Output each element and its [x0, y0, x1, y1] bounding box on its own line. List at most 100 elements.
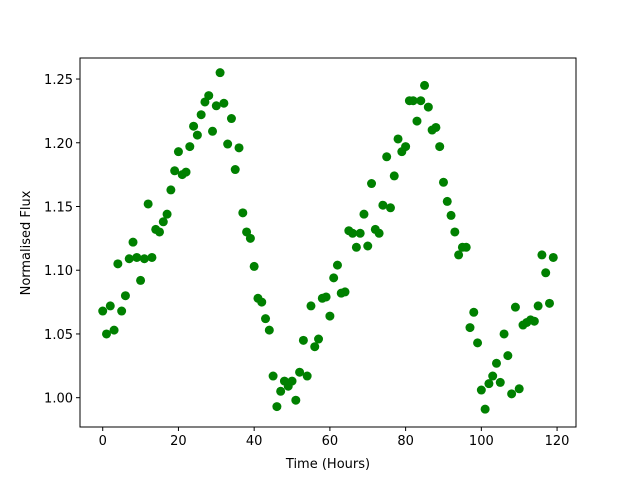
data-point [533, 301, 543, 311]
data-point [132, 252, 142, 262]
data-point [192, 130, 202, 140]
data-point [234, 143, 244, 153]
y-tick-label: 1.20 [44, 137, 73, 152]
data-point [211, 101, 221, 111]
data-point [302, 371, 312, 381]
data-point [329, 273, 339, 283]
data-point [113, 259, 123, 269]
y-tick-label: 1.00 [44, 392, 73, 407]
data-point [287, 376, 297, 386]
data-point [514, 384, 524, 394]
data-point [306, 301, 316, 311]
data-point [499, 329, 509, 339]
data-point [537, 250, 547, 260]
data-point [351, 242, 361, 252]
data-point [208, 126, 218, 136]
data-point [272, 402, 282, 412]
data-point [325, 311, 335, 321]
data-point [367, 179, 377, 189]
data-point [332, 260, 342, 270]
data-point [541, 268, 551, 278]
data-point [393, 134, 403, 144]
data-point [363, 241, 373, 251]
data-point [249, 261, 259, 271]
data-point [438, 177, 448, 187]
plot-frame [79, 57, 577, 428]
data-point [465, 323, 475, 333]
data-point [348, 228, 358, 238]
data-point [215, 68, 225, 78]
data-point [226, 114, 236, 124]
data-point [139, 254, 149, 264]
data-point [401, 142, 411, 152]
data-point [450, 227, 460, 237]
data-point [147, 252, 157, 262]
data-point [423, 102, 433, 112]
data-point [382, 152, 392, 162]
data-point [510, 302, 520, 312]
data-point [488, 371, 498, 381]
data-point [385, 203, 395, 213]
data-point [170, 166, 180, 176]
data-point [128, 237, 138, 247]
data-point [223, 139, 233, 149]
x-tick-label: 0 [99, 434, 107, 449]
data-point [476, 385, 486, 395]
data-point [412, 116, 422, 126]
data-point [124, 254, 134, 264]
data-point [204, 91, 214, 101]
data-point [185, 142, 195, 152]
data-point [495, 377, 505, 387]
data-point [268, 371, 278, 381]
data-point [442, 196, 452, 206]
data-point [355, 228, 365, 238]
data-point [454, 250, 464, 260]
x-tick-label: 60 [322, 434, 339, 449]
data-point [245, 233, 255, 243]
data-point [469, 307, 479, 317]
data-point [261, 314, 271, 324]
data-point [105, 301, 115, 311]
data-point [435, 142, 445, 152]
data-point [143, 199, 153, 209]
data-point [378, 200, 388, 210]
data-point [295, 367, 305, 377]
data-point [310, 342, 320, 352]
data-point [291, 395, 301, 405]
data-point [374, 228, 384, 238]
data-point [544, 298, 554, 308]
data-point [102, 329, 112, 339]
data-point [298, 335, 308, 345]
data-point [238, 208, 248, 218]
data-point [529, 316, 539, 326]
data-point [264, 325, 274, 335]
y-tick-label: 1.10 [44, 264, 73, 279]
data-point [480, 404, 490, 414]
data-point [314, 334, 324, 344]
data-point [420, 80, 430, 90]
data-point [321, 292, 331, 302]
data-point [408, 96, 418, 106]
data-point [136, 275, 146, 285]
data-point [359, 209, 369, 219]
y-axis-label: Normalised Flux [19, 190, 34, 295]
data-point [416, 96, 426, 106]
data-point [196, 110, 206, 120]
x-tick-label: 100 [469, 434, 494, 449]
data-point [158, 217, 168, 227]
data-point [166, 185, 176, 195]
x-tick-label: 120 [545, 434, 570, 449]
data-point [155, 227, 165, 237]
data-point [230, 165, 240, 175]
data-point [276, 386, 286, 396]
data-point [173, 147, 183, 157]
x-tick-label: 40 [246, 434, 263, 449]
data-point [120, 291, 130, 301]
data-point [446, 210, 456, 220]
data-point [491, 358, 501, 368]
data-point [340, 287, 350, 297]
data-point [117, 306, 127, 316]
